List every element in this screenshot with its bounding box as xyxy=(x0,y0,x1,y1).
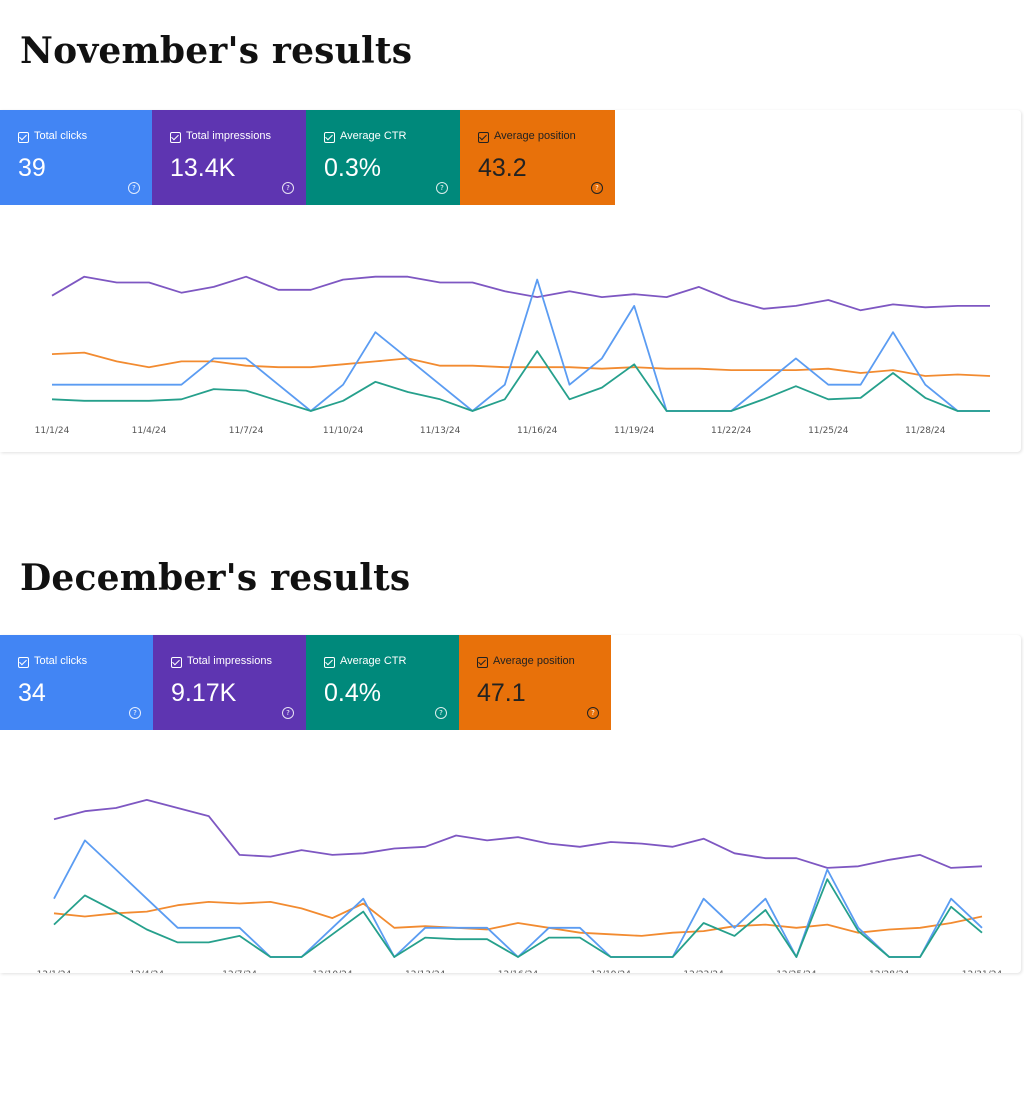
card-value: 0.4% xyxy=(324,679,381,707)
section-title: November's results xyxy=(20,30,413,72)
average-ctr-card[interactable]: Average CTR 0.4% ? xyxy=(306,635,459,730)
card-value: 9.17K xyxy=(171,679,237,707)
card-label: Total clicks xyxy=(34,130,88,142)
x-tick-label: 12/1/24 xyxy=(37,970,72,973)
help-icon[interactable]: ? xyxy=(435,707,447,719)
x-tick-label: 11/28/24 xyxy=(905,426,946,436)
x-tick-label: 12/19/24 xyxy=(591,970,632,973)
card-label: Average CTR xyxy=(340,130,407,142)
section-title: December's results xyxy=(20,557,411,599)
series-line-total-impressions xyxy=(51,275,990,312)
card-label: Average position xyxy=(494,130,576,142)
series-line-total-clicks xyxy=(52,278,990,412)
card-value: 13.4K xyxy=(170,154,236,182)
x-tick-label: 11/22/24 xyxy=(711,426,752,436)
checkbox-icon[interactable] xyxy=(18,132,29,143)
card-value: 43.2 xyxy=(478,154,527,182)
x-tick-label: 12/16/24 xyxy=(498,970,539,973)
total-clicks-card[interactable]: Total clicks 39 ? xyxy=(0,110,152,205)
x-tick-label: 11/19/24 xyxy=(614,426,655,436)
help-icon[interactable]: ? xyxy=(591,182,603,194)
series-line-total-impressions xyxy=(53,798,983,869)
help-icon[interactable]: ? xyxy=(282,182,294,194)
x-tick-label: 12/22/24 xyxy=(683,970,724,973)
help-icon[interactable]: ? xyxy=(128,182,140,194)
card-value: 39 xyxy=(18,154,46,182)
checkbox-icon[interactable] xyxy=(171,657,182,668)
x-tick-label: 11/16/24 xyxy=(517,426,558,436)
performance-panel: Total clicks 39 ? Total impressions 13.4… xyxy=(0,110,1021,452)
november-line-chart: 11/1/24 11/4/24 11/7/24 11/10/24 11/13/24 11/… xyxy=(35,275,991,436)
checkbox-icon[interactable] xyxy=(170,132,181,143)
x-tick-label: 12/13/24 xyxy=(405,970,446,973)
help-icon[interactable]: ? xyxy=(282,707,294,719)
x-tick-label: 12/28/24 xyxy=(869,970,910,973)
checkbox-icon[interactable] xyxy=(324,132,335,143)
series-line-average-position xyxy=(51,351,991,377)
performance-panel: Total clicks 34 ? Total impressions 9.17… xyxy=(0,635,1021,973)
help-icon[interactable]: ? xyxy=(587,707,599,719)
help-icon[interactable]: ? xyxy=(436,182,448,194)
checkbox-icon[interactable] xyxy=(477,657,488,668)
card-label: Average position xyxy=(493,655,575,667)
checkbox-icon[interactable] xyxy=(324,657,335,668)
total-impressions-card[interactable]: Total impressions 9.17K ? xyxy=(153,635,306,730)
total-clicks-card[interactable]: Total clicks 34 ? xyxy=(0,635,153,730)
help-icon[interactable]: ? xyxy=(129,707,141,719)
series-line-total-clicks xyxy=(53,839,983,958)
x-tick-label: 12/31/24 xyxy=(962,970,1003,973)
card-value: 0.3% xyxy=(324,154,381,182)
series-line-average-position xyxy=(53,900,983,937)
total-impressions-card[interactable]: Total impressions 13.4K ? xyxy=(152,110,306,205)
card-value: 34 xyxy=(18,679,46,707)
december-line-chart: 12/1/24 12/4/24 12/7/24 12/10/24 12/13/24 12/… xyxy=(37,798,1003,973)
x-tick-label: 11/1/24 xyxy=(35,426,70,436)
metric-cards: Total clicks 34 ? Total impressions 9.17… xyxy=(0,635,611,730)
series-line-average-ctr xyxy=(53,878,983,958)
average-position-card[interactable]: Average position 47.1 ? xyxy=(459,635,611,730)
average-ctr-card[interactable]: Average CTR 0.3% ? xyxy=(306,110,460,205)
x-tick-label: 12/4/24 xyxy=(129,970,164,973)
card-label: Total clicks xyxy=(34,655,88,667)
x-tick-label: 11/4/24 xyxy=(132,426,167,436)
x-tick-label: 12/7/24 xyxy=(222,970,257,973)
checkbox-icon[interactable] xyxy=(478,132,489,143)
x-tick-label: 11/10/24 xyxy=(323,426,364,436)
metric-cards: Total clicks 39 ? Total impressions 13.4… xyxy=(0,110,615,205)
average-position-card[interactable]: Average position 43.2 ? xyxy=(460,110,615,205)
x-tick-label: 12/10/24 xyxy=(312,970,353,973)
x-tick-label: 12/25/24 xyxy=(776,970,817,973)
card-label: Average CTR xyxy=(340,655,407,667)
series-line-average-ctr xyxy=(51,350,990,412)
checkbox-icon[interactable] xyxy=(18,657,29,668)
x-tick-label: 11/7/24 xyxy=(229,426,264,436)
x-tick-label: 11/13/24 xyxy=(420,426,461,436)
card-label: Total impressions xyxy=(187,655,272,667)
card-value: 47.1 xyxy=(477,679,526,707)
card-label: Total impressions xyxy=(186,130,271,142)
x-tick-label: 11/25/24 xyxy=(808,426,849,436)
